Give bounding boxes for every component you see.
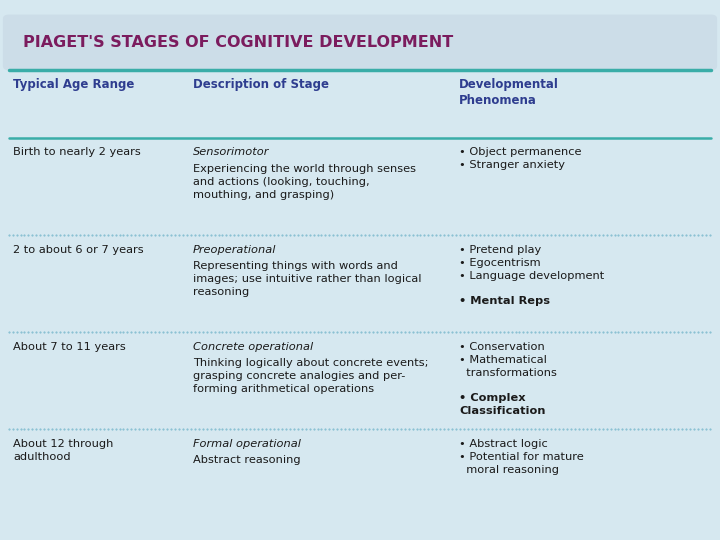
Text: Sensorimotor: Sensorimotor (193, 147, 269, 158)
Text: Birth to nearly 2 years: Birth to nearly 2 years (13, 147, 140, 158)
Text: Formal operational: Formal operational (193, 439, 301, 449)
Text: About 12 through
adulthood: About 12 through adulthood (13, 439, 113, 462)
Text: Experiencing the world through senses
and actions (looking, touching,
mouthing, : Experiencing the world through senses an… (193, 164, 416, 200)
Text: 2 to about 6 or 7 years: 2 to about 6 or 7 years (13, 245, 143, 255)
Text: Preoperational: Preoperational (193, 245, 276, 255)
Text: Representing things with words and
images; use intuitive rather than logical
rea: Representing things with words and image… (193, 261, 421, 297)
Text: Typical Age Range: Typical Age Range (13, 78, 135, 91)
Text: • Conservation
• Mathematical
  transformations: • Conservation • Mathematical transforma… (459, 342, 557, 378)
Text: Developmental
Phenomena: Developmental Phenomena (459, 78, 559, 107)
Text: PIAGET'S STAGES OF COGNITIVE DEVELOPMENT: PIAGET'S STAGES OF COGNITIVE DEVELOPMENT (23, 35, 454, 50)
Text: • Complex
Classification: • Complex Classification (459, 393, 546, 416)
Text: • Abstract logic
• Potential for mature
  moral reasoning: • Abstract logic • Potential for mature … (459, 439, 584, 475)
Text: Description of Stage: Description of Stage (193, 78, 329, 91)
Text: Thinking logically about concrete events;
grasping concrete analogies and per-
f: Thinking logically about concrete events… (193, 358, 428, 394)
Text: Abstract reasoning: Abstract reasoning (193, 455, 300, 465)
Text: Concrete operational: Concrete operational (193, 342, 313, 352)
Text: • Mental Reps: • Mental Reps (459, 296, 550, 306)
Text: • Pretend play
• Egocentrism
• Language development: • Pretend play • Egocentrism • Language … (459, 245, 605, 281)
Text: • Object permanence
• Stranger anxiety: • Object permanence • Stranger anxiety (459, 147, 582, 171)
FancyBboxPatch shape (3, 15, 717, 70)
Text: About 7 to 11 years: About 7 to 11 years (13, 342, 126, 352)
